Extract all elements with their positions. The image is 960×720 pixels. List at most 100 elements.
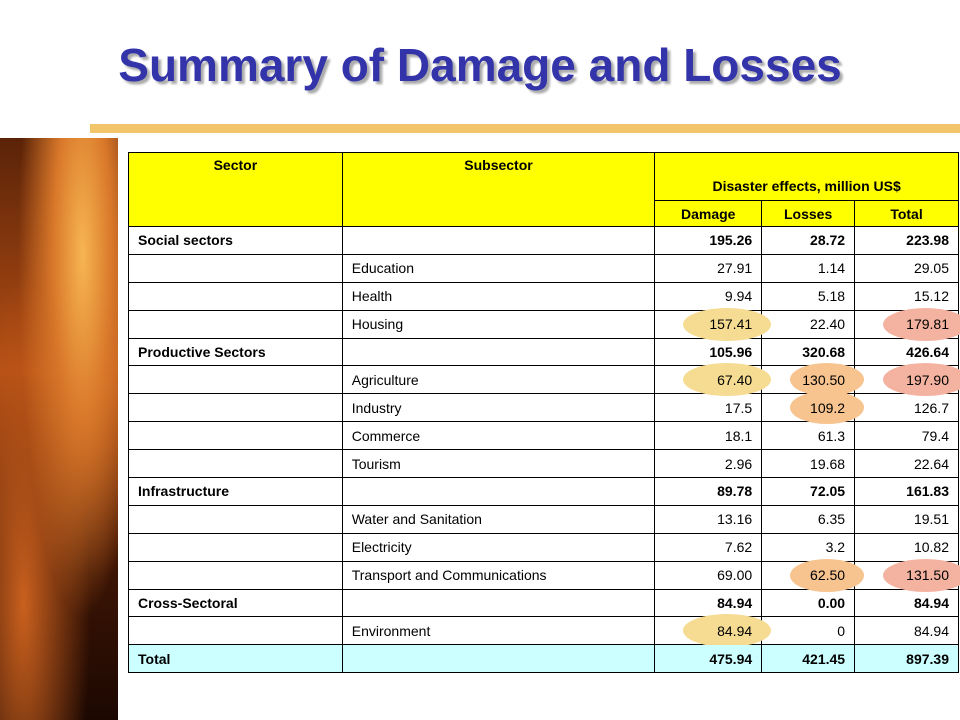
cell-text: 15.12	[913, 288, 949, 305]
highlight	[790, 363, 865, 397]
table-cell: 89.78	[654, 477, 763, 506]
table-cell: 105.96	[654, 337, 763, 367]
table-cell: 84.94	[854, 588, 959, 618]
highlight	[883, 307, 960, 341]
cell-text: Social sectors	[138, 232, 233, 249]
cell-text: 126.7	[913, 399, 949, 416]
table-cell: 18.1	[654, 421, 763, 451]
table-cell	[128, 365, 343, 395]
cell-text: 197.90	[906, 371, 949, 388]
table-row: Housing 157.41 22.40 179.81	[128, 307, 960, 341]
table-cell: Environment	[341, 616, 656, 646]
cell-text: Education	[351, 260, 415, 277]
table: Sector Subsector Disaster effects, milli…	[128, 152, 960, 674]
table-cell: 7.62	[654, 532, 763, 562]
cell-text: 67.40	[717, 371, 753, 388]
cell-text: Environment	[351, 622, 431, 639]
table-cell: 897.39	[854, 644, 959, 674]
table-cell: 28.72	[761, 226, 856, 255]
cell-text: 2.96	[724, 455, 753, 472]
cell-text: 10.82	[913, 539, 949, 556]
table-cell: 27.91	[654, 253, 763, 283]
cell-text: 28.72	[810, 232, 846, 249]
table-cell: 130.50	[761, 363, 865, 397]
table-cell: Commerce	[341, 421, 656, 451]
table-cell: 69.00	[654, 560, 763, 590]
header-cell: Total	[854, 200, 959, 227]
table-cell	[128, 393, 343, 423]
cell-text: 84.94	[913, 622, 949, 639]
table-cell: Electricity	[341, 532, 656, 562]
table-cell	[128, 421, 343, 451]
table-cell: Education	[341, 253, 656, 283]
table-cell	[341, 337, 656, 367]
table-cell	[341, 644, 656, 674]
cell-text: 223.98	[906, 232, 949, 249]
table-cell: 9.94	[654, 281, 763, 311]
table-cell: 0.00	[761, 588, 856, 618]
table-cell	[341, 226, 656, 255]
table-cell: 84.94	[654, 614, 772, 648]
table-row: Social sectors 195.26 28.72 223.98	[128, 226, 959, 255]
highlight	[883, 558, 960, 592]
cell-text: 897.39	[906, 650, 949, 667]
header-cell: Damage	[654, 200, 763, 227]
cell-text: 161.83	[906, 483, 949, 500]
highlight	[683, 307, 772, 341]
cell-text: 109.2	[810, 399, 846, 416]
cell-text: 5.18	[817, 288, 846, 305]
table-cell: 320.68	[761, 337, 856, 367]
table-cell: 223.98	[854, 226, 959, 255]
cell-text: 475.94	[709, 650, 753, 667]
cell-text: 3.2	[825, 539, 846, 556]
table-cell: 161.83	[854, 477, 959, 506]
cell-text: 27.91	[717, 260, 753, 277]
table-cell: 22.40	[761, 309, 856, 339]
cell-text: 62.50	[810, 567, 846, 584]
cell-text: 89.78	[717, 483, 753, 500]
table-cell	[128, 449, 343, 479]
table-row: Productive Sectors 105.96 320.68 426.64	[128, 337, 959, 367]
cell-text: Total	[138, 650, 171, 667]
cell-text: Tourism	[351, 455, 401, 472]
cell-text: 131.50	[906, 567, 949, 584]
rule	[90, 124, 960, 133]
cell-text: 69.00	[717, 567, 753, 584]
cell-text: 79.4	[921, 427, 949, 444]
table-cell: 61.3	[761, 421, 856, 451]
cell-text: 195.26	[709, 232, 753, 249]
cell-text: 13.16	[717, 511, 753, 528]
table-cell: Agriculture	[341, 365, 656, 395]
table-cell: 197.90	[854, 363, 960, 397]
table-cell: 19.51	[854, 504, 959, 534]
table-cell: 84.94	[654, 588, 763, 618]
table-cell	[341, 477, 656, 506]
table-cell: Total	[128, 644, 343, 674]
header-cell: Disaster effects, million US$	[654, 152, 959, 201]
table-cell: Tourism	[341, 449, 656, 479]
table-cell: 2.96	[654, 449, 763, 479]
table-cell: 475.94	[654, 644, 763, 674]
table-cell: 179.81	[854, 307, 960, 341]
table-cell: Water and Sanitation	[341, 504, 656, 534]
cell-text: 18.1	[724, 427, 753, 444]
table-cell: 10.82	[854, 532, 959, 562]
highlight	[683, 363, 772, 397]
table-row: Transport and Communications 69.00 62.50 13…	[128, 558, 960, 592]
table-row: Water and Sanitation 13.16 6.35 19.51	[128, 504, 959, 534]
table-cell	[128, 616, 343, 646]
table-cell: 1.14	[761, 253, 856, 283]
cell-text: 130.50	[802, 371, 846, 388]
cell-text: 426.64	[906, 344, 949, 360]
table-row: Commerce 18.1 61.3 79.4	[128, 421, 959, 451]
table-cell: Health	[341, 281, 656, 311]
cell-text: 84.94	[717, 595, 753, 612]
header-cell: Losses	[761, 200, 856, 227]
table-cell: 84.94	[854, 616, 959, 646]
table-cell	[128, 281, 343, 311]
table-cell: Social sectors	[128, 226, 343, 255]
table-cell: 426.64	[854, 337, 959, 367]
cell-text: Industry	[351, 399, 402, 416]
table-row: Education 27.91 1.14 29.05	[128, 253, 959, 283]
table-body: Social sectors 195.26 28.72 223.98 Education…	[128, 226, 960, 674]
